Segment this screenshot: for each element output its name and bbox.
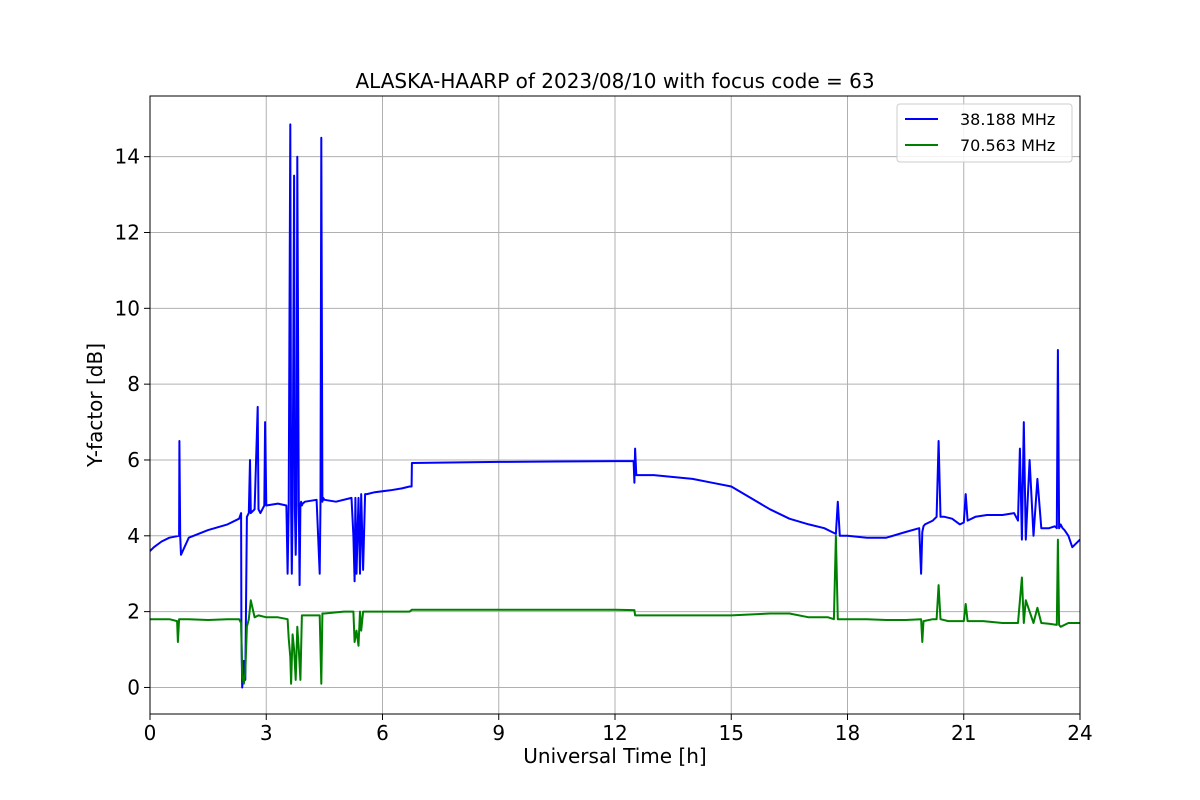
- series-line-1: [150, 123, 1080, 689]
- x-tick-label-1: 3: [260, 721, 273, 745]
- series-line-2: [150, 534, 1080, 685]
- x-tick-label-2: 6: [376, 721, 389, 745]
- y-tick-label-6: 12: [115, 220, 140, 244]
- legend-box: [896, 103, 1073, 163]
- y-axis-label: Y-factor [dB]: [83, 343, 107, 468]
- x-tick-label-8: 24: [1067, 721, 1092, 745]
- x-tick-label-4: 12: [602, 721, 627, 745]
- legend: 38.188 MHz 70.563 MHz: [896, 103, 1073, 163]
- x-tick-label-0: 0: [144, 721, 157, 745]
- y-tick-label-0: 0: [127, 675, 140, 699]
- x-tick-label-5: 15: [719, 721, 744, 745]
- y-tick-label-4: 8: [127, 372, 140, 396]
- x-tick-label-6: 18: [835, 721, 860, 745]
- chart-title: ALASKA-HAARP of 2023/08/10 with focus co…: [355, 69, 874, 93]
- legend-label-series-2: 70.563 MHz: [960, 136, 1055, 155]
- x-tick-label-3: 9: [492, 721, 505, 745]
- legend-label-series-1: 38.188 MHz: [960, 110, 1055, 129]
- y-tick-label-7: 14: [115, 145, 140, 169]
- series-layer: [150, 123, 1080, 689]
- y-tick-label-3: 6: [127, 448, 140, 472]
- x-tick-label-7: 21: [951, 721, 976, 745]
- y-tick-label-1: 2: [127, 600, 140, 624]
- x-axis-label: Universal Time [h]: [523, 744, 706, 768]
- y-tick-label-5: 10: [115, 296, 140, 320]
- y-tick-label-2: 4: [127, 524, 140, 548]
